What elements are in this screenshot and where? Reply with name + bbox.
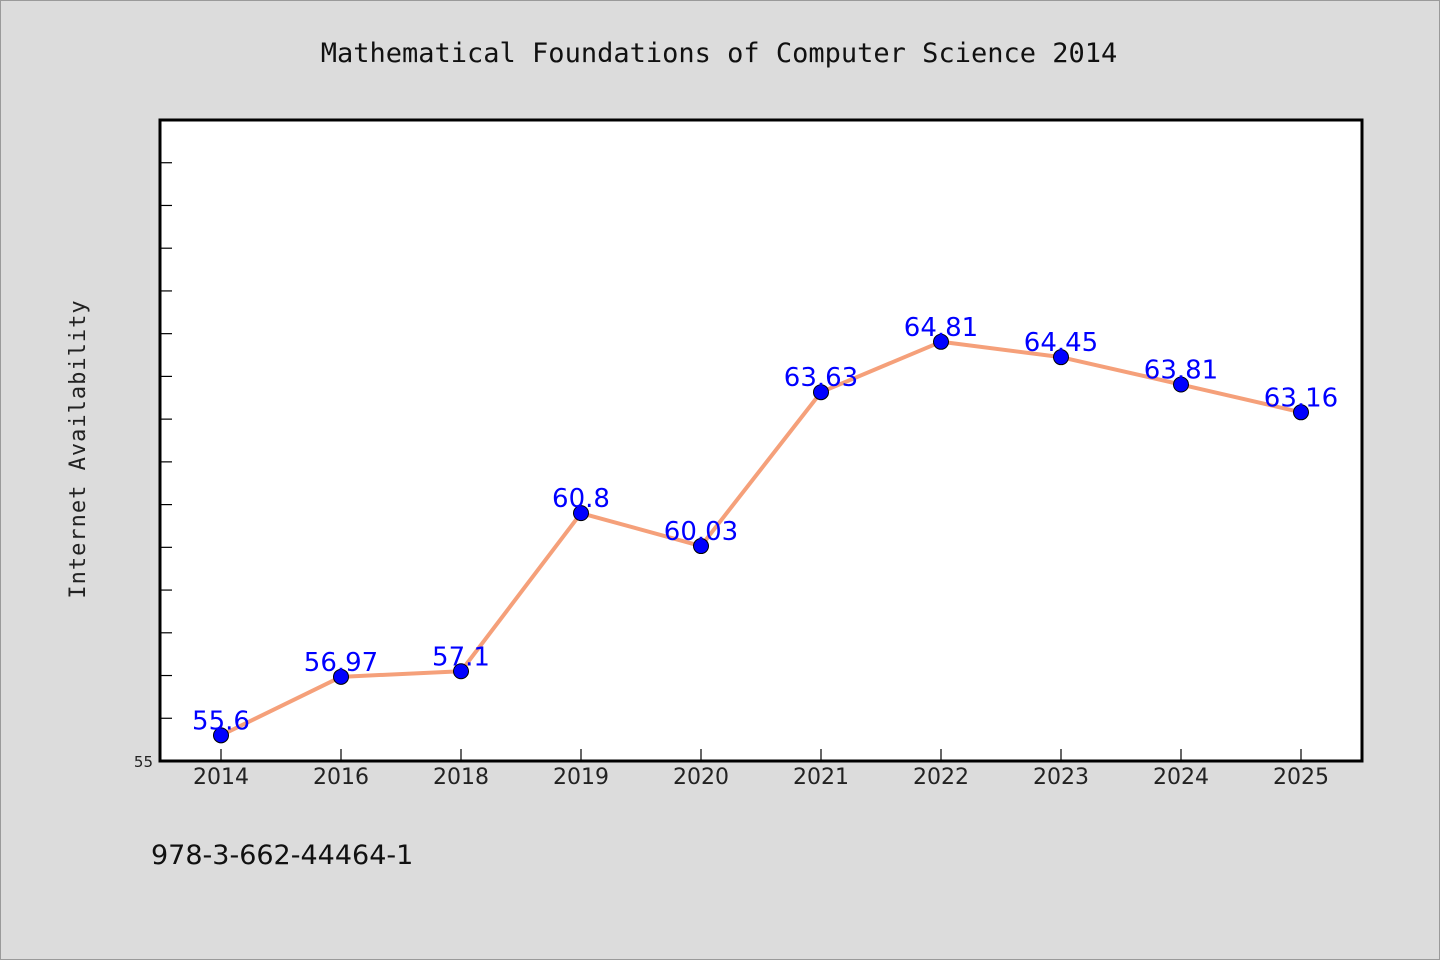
- footer-isbn: 978-3-662-44464-1: [151, 840, 413, 871]
- data-label: 56.97: [304, 648, 378, 678]
- data-label: 57.1: [432, 642, 490, 672]
- chart-title: Mathematical Foundations of Computer Sci…: [321, 38, 1118, 69]
- x-tick-label: 2023: [1033, 765, 1089, 790]
- data-point: [453, 663, 469, 680]
- x-tick-label: 2019: [553, 765, 609, 790]
- x-tick-label: 2016: [313, 765, 369, 790]
- data-label: 63.16: [1264, 383, 1338, 413]
- x-tick-label: 2025: [1273, 765, 1329, 790]
- y-axis-label: Internet Availability: [66, 299, 91, 598]
- data-label: 60.8: [552, 484, 610, 514]
- data-point: [933, 333, 949, 350]
- x-tick-label: 2018: [433, 765, 489, 790]
- data-point: [1293, 404, 1309, 421]
- data-point: [573, 505, 589, 522]
- data-label: 63.81: [1144, 356, 1218, 386]
- data-point: [1173, 376, 1189, 393]
- data-point: [213, 727, 229, 744]
- data-point: [693, 538, 709, 555]
- data-label: 55.6: [192, 706, 250, 736]
- y-tick-label-min: 55: [134, 753, 153, 771]
- x-tick-label: 2024: [1153, 765, 1209, 790]
- x-tick-label: 2021: [793, 765, 849, 790]
- data-label: 64.81: [904, 313, 978, 343]
- data-point: [813, 384, 829, 401]
- data-markers: [213, 333, 1309, 744]
- data-label: 63.63: [784, 363, 858, 393]
- x-axis-ticks: 2014 2016 2018 2019 2020 2021 2022 2023 2024 2025: [193, 749, 1329, 790]
- series-line: [219, 339, 1303, 738]
- plot-area: [158, 118, 1364, 763]
- data-labels: 55.6 56.97 57.1 60.8 60.03 63.63 64.81 64.45 63.…: [192, 313, 1338, 737]
- series-line-group: [219, 339, 1303, 738]
- data-label: 64.45: [1024, 328, 1098, 358]
- x-tick-label: 2022: [913, 765, 969, 790]
- y-axis-ticks: [160, 162, 172, 719]
- x-tick-label: 2020: [673, 765, 729, 790]
- data-point: [1053, 349, 1069, 366]
- data-point: [333, 668, 349, 685]
- x-tick-label: 2014: [193, 765, 249, 790]
- data-label: 60.03: [664, 517, 738, 547]
